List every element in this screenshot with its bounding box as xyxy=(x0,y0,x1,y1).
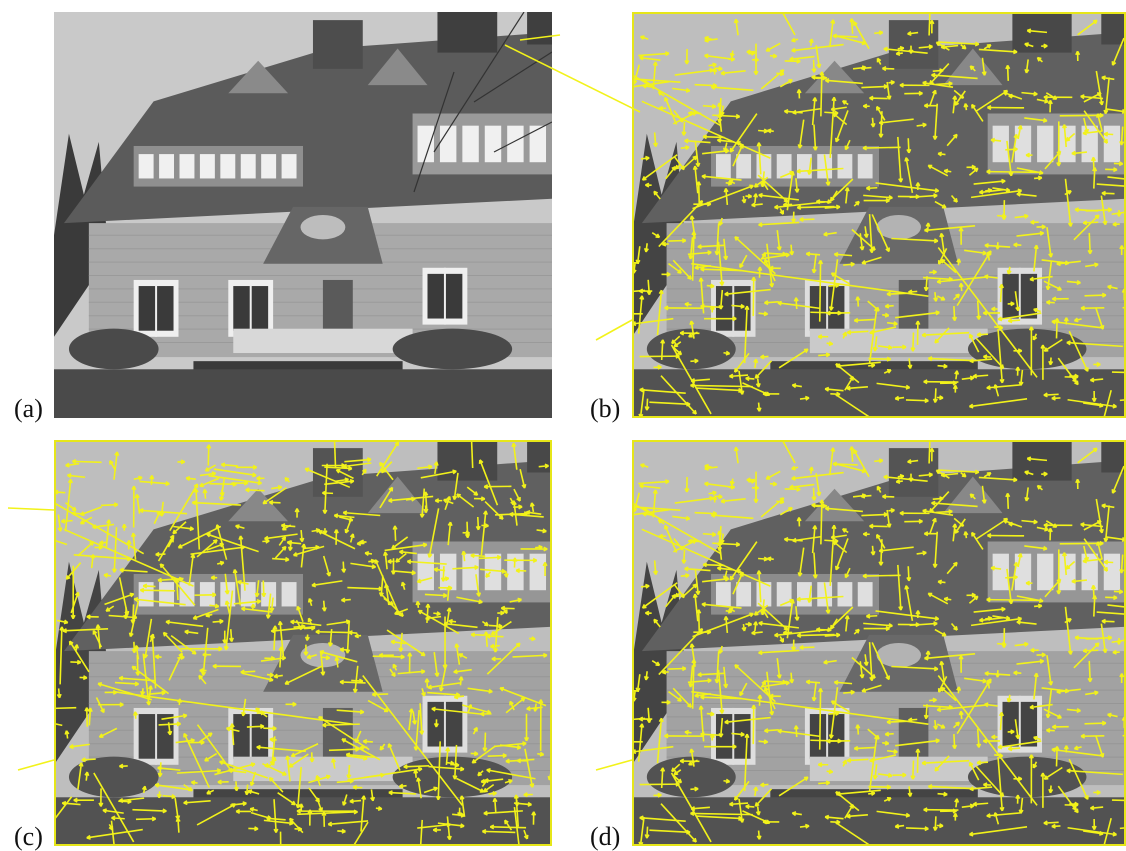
arrow-shaft xyxy=(861,514,887,515)
arrow-shaft xyxy=(668,240,686,241)
panel-label-d: (d) xyxy=(590,824,620,850)
arrow-shaft xyxy=(699,610,700,632)
railing xyxy=(233,329,412,353)
house-scene xyxy=(54,440,552,846)
arrow-shaft xyxy=(868,787,890,788)
arrow-shaft xyxy=(833,464,858,465)
window-pane xyxy=(200,154,215,178)
panel-b xyxy=(632,12,1126,418)
arrow-shaft xyxy=(913,333,914,352)
arrow-shaft xyxy=(753,277,754,316)
arrow-shaft xyxy=(208,445,209,466)
arrow-shaft xyxy=(913,761,914,780)
arrow-shaft xyxy=(340,682,366,683)
arrow-shaft xyxy=(140,590,175,591)
arrow-shaft xyxy=(868,359,890,360)
window-pane xyxy=(440,126,456,163)
window-pane xyxy=(462,126,478,163)
house-scene xyxy=(632,440,1126,846)
arrow-shaft xyxy=(482,831,515,832)
chimney xyxy=(313,20,363,69)
house-photo-c xyxy=(54,440,552,846)
arrow-shaft xyxy=(1057,746,1058,766)
arrow-shaft xyxy=(668,668,686,669)
window-pane xyxy=(261,154,276,178)
arrow-shaft xyxy=(861,86,887,87)
arrow-shaft xyxy=(1089,661,1090,682)
arrow-shaft xyxy=(1094,596,1095,617)
arrow-shaft xyxy=(485,733,486,752)
window-pane xyxy=(282,154,297,178)
arrow-shaft xyxy=(72,461,101,462)
ground xyxy=(54,369,552,418)
arrow-shaft xyxy=(159,724,181,725)
sign xyxy=(301,215,346,239)
panel-c xyxy=(54,440,552,846)
shrub xyxy=(393,329,513,370)
house-photo-b xyxy=(632,12,1126,418)
window-pane xyxy=(139,154,154,178)
arrow-shaft xyxy=(316,632,350,633)
window-pane xyxy=(179,154,194,178)
arrow-shaft xyxy=(490,827,526,828)
arrow-shaft xyxy=(820,688,821,749)
arrow-shaft xyxy=(1089,233,1090,254)
window-pane xyxy=(220,154,235,178)
cross-panel-arrow xyxy=(596,760,632,770)
panel-a xyxy=(54,12,552,418)
arrow-shaft xyxy=(690,385,752,386)
arrow-shaft xyxy=(906,828,928,829)
house-photo-d xyxy=(632,440,1126,846)
cross-panel-arrow xyxy=(596,320,632,340)
arrow-shaft xyxy=(863,575,901,576)
arrow-shaft xyxy=(323,724,360,725)
arrow-shaft xyxy=(1094,168,1095,189)
arrow-shaft xyxy=(695,513,717,514)
chimney xyxy=(527,12,552,44)
panel-label-a: (a) xyxy=(14,396,43,422)
panel-d xyxy=(632,440,1126,846)
panel-label-b: (b) xyxy=(590,396,620,422)
house-photo-a xyxy=(54,12,552,418)
shrub xyxy=(69,329,159,370)
window-pane xyxy=(530,126,546,163)
window-pane xyxy=(485,126,501,163)
arrow-shaft xyxy=(863,147,901,148)
panel-label-c: (c) xyxy=(14,824,43,850)
arrow-shaft xyxy=(699,182,700,204)
arrow-shaft xyxy=(87,708,88,727)
window-pane xyxy=(159,154,174,178)
cross-panel-arrow xyxy=(8,508,54,510)
arrow-shaft xyxy=(404,766,429,767)
arrow-shaft xyxy=(1085,295,1106,296)
house-scene xyxy=(54,12,552,418)
house-scene xyxy=(632,12,1126,418)
arrow-shaft xyxy=(753,705,754,744)
arrow-shaft xyxy=(488,756,507,757)
arrow-shaft xyxy=(329,749,359,750)
upper-window-strip xyxy=(134,146,303,187)
arrow-shaft xyxy=(820,260,821,321)
cross-panel-arrow xyxy=(18,760,54,770)
chimney xyxy=(437,12,497,53)
arrow-shaft xyxy=(1057,318,1058,338)
arrow-shaft xyxy=(373,656,405,657)
arrow-shaft xyxy=(833,36,858,37)
window-pane xyxy=(241,154,256,178)
arrow-shaft xyxy=(906,400,928,401)
arrow-shaft xyxy=(136,819,156,820)
arrow-shaft xyxy=(1085,723,1106,724)
arrow-shaft xyxy=(695,85,717,86)
arrow-shaft xyxy=(690,813,752,814)
